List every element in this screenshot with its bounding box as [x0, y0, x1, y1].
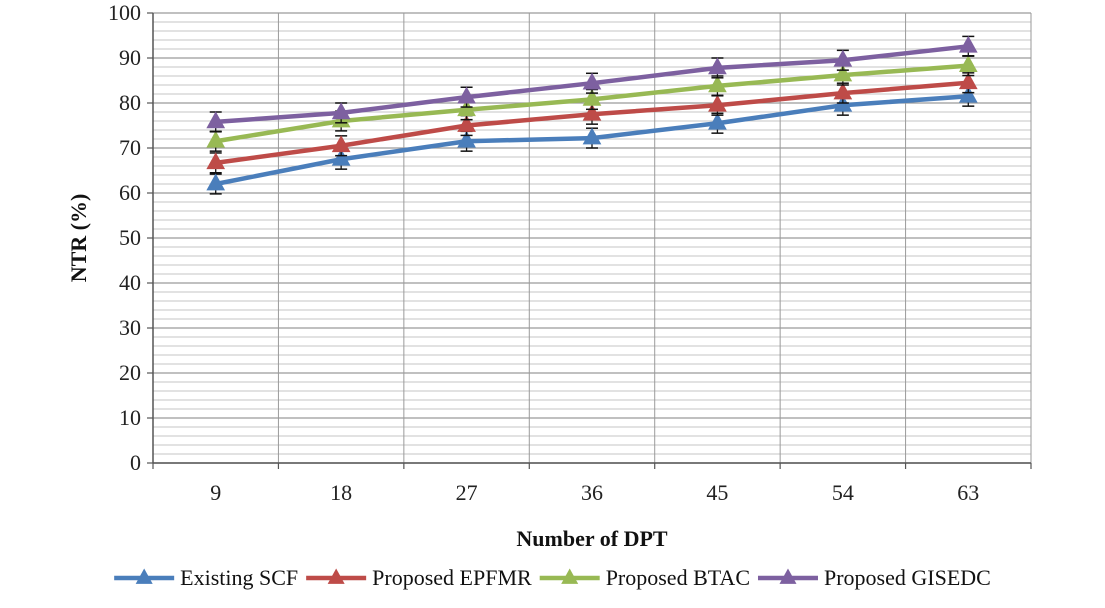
y-axis-title: NTR (%) [66, 194, 91, 283]
data-point [331, 135, 351, 153]
data-point [582, 72, 602, 90]
data-point [331, 148, 351, 166]
data-point [958, 55, 978, 72]
series-proposed-gisedc [206, 35, 978, 133]
series-layer [206, 35, 978, 195]
legend-marker [135, 568, 153, 584]
legend-label: Existing SCF [180, 565, 298, 590]
legend-item: Proposed EPFMR [306, 565, 532, 590]
x-tick-label: 63 [957, 480, 979, 505]
data-point [331, 102, 351, 120]
data-point [582, 103, 602, 121]
data-point [582, 127, 602, 145]
data-point [206, 152, 226, 170]
data-point [206, 173, 226, 191]
data-point [708, 112, 727, 130]
y-tick-label: 10 [119, 405, 141, 430]
data-point [206, 111, 226, 129]
axes: 0 10 20 30 40 50 60 70 80 90 100 9 18 27 36 45 54 63 [108, 0, 1032, 505]
data-point [833, 64, 853, 82]
data-point [708, 75, 727, 93]
y-tick-label: 90 [119, 45, 141, 70]
legend-item: Proposed GISEDC [757, 565, 991, 590]
data-point [457, 130, 476, 148]
legend-label: Proposed EPFMR [372, 565, 532, 590]
legend-marker [561, 568, 579, 584]
y-tick-label: 50 [119, 225, 141, 250]
legend-marker [779, 568, 797, 584]
legend-marker [327, 568, 345, 584]
data-point [457, 99, 476, 117]
data-point [206, 130, 226, 148]
data-point [582, 88, 602, 106]
legend-item: Proposed BTAC [539, 565, 750, 590]
y-tick-label: 70 [119, 135, 141, 160]
legend: Existing SCF Proposed EPFMR Proposed BTAC P… [114, 565, 991, 590]
legend-label: Proposed BTAC [606, 565, 750, 590]
x-tick-label: 9 [210, 480, 221, 505]
legend-item: Existing SCF [114, 565, 298, 590]
data-point [958, 35, 978, 53]
x-tick-label: 18 [330, 480, 352, 505]
y-tick-label: 30 [119, 315, 141, 340]
y-tick-label: 100 [108, 0, 141, 25]
data-point [708, 57, 727, 75]
x-tick-label: 54 [832, 480, 854, 505]
x-axis-title: Number of DPT [516, 526, 667, 551]
y-tick-label: 40 [119, 270, 141, 295]
y-tick-label: 0 [130, 450, 141, 475]
legend-label: Proposed GISEDC [824, 565, 991, 590]
y-tick-label: 80 [119, 90, 141, 115]
y-tick-label: 60 [119, 180, 141, 205]
data-point [833, 82, 853, 100]
data-point [708, 94, 727, 112]
data-point [457, 114, 476, 132]
grid [152, 12, 1032, 464]
x-tick-label: 45 [706, 480, 728, 505]
data-point [457, 86, 476, 104]
x-tick-label: 27 [456, 480, 478, 505]
data-point [833, 49, 853, 67]
data-point [958, 72, 978, 90]
x-tick-label: 36 [581, 480, 603, 505]
data-point [958, 85, 978, 103]
series-proposed-epfmr [206, 72, 978, 174]
y-tick-label: 20 [119, 360, 141, 385]
